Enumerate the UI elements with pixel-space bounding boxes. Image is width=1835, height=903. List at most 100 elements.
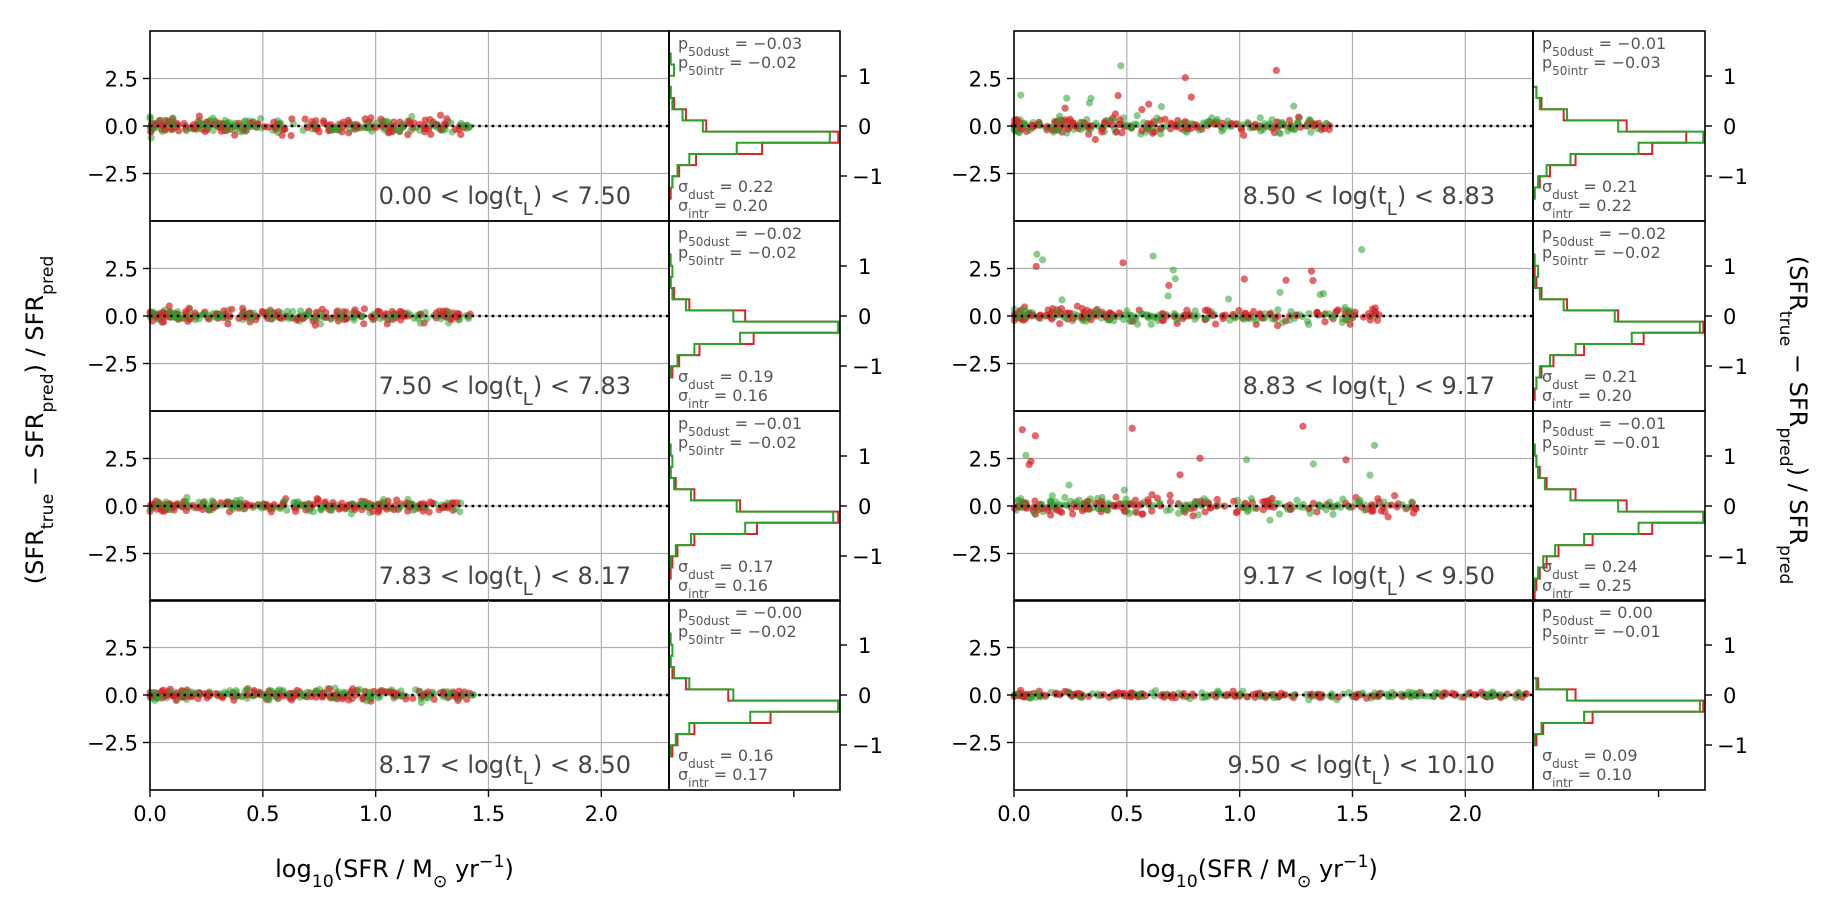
scatter-point-intr xyxy=(1157,103,1165,111)
sigma-dust-label: σdust = 0.21 xyxy=(1542,367,1638,392)
scatter-point-dust xyxy=(195,112,203,120)
p50-dust-label: p50dust = −0.01 xyxy=(678,414,802,439)
scatter-point-dust xyxy=(158,687,166,695)
hist-y-tick-label: 1 xyxy=(858,65,871,89)
scatter-point-dust xyxy=(1018,426,1026,434)
scatter-point-dust xyxy=(1111,110,1120,118)
scatter-point-dust xyxy=(1014,118,1022,127)
range-label: 7.83 < log(tL) < 8.17 xyxy=(379,562,631,600)
y-tick-label: −2.5 xyxy=(951,163,1002,187)
scatter-point-dust xyxy=(1231,692,1239,701)
sigma-intr-label: σintr = 0.25 xyxy=(1542,576,1632,601)
scatter-point-dust xyxy=(1028,121,1036,129)
scatter-point-intr xyxy=(1287,308,1295,316)
scatter-point-dust xyxy=(301,115,309,123)
scatter-point-dust xyxy=(182,308,190,316)
y-tick-label: 2.5 xyxy=(105,637,138,661)
x-tick-label: 0.0 xyxy=(133,802,166,826)
p50-intr-label: p50intr = −0.01 xyxy=(1542,433,1661,458)
scatter-point-dust xyxy=(281,125,289,133)
scatter-point-dust xyxy=(1176,471,1184,479)
scatter-point-dust xyxy=(1017,686,1025,695)
scatter-point-dust xyxy=(1295,113,1303,121)
x-tick-label: 1.0 xyxy=(359,802,392,826)
scatter-point-intr xyxy=(355,685,364,694)
scatter-point-dust xyxy=(175,127,183,135)
scatter-point-dust xyxy=(1374,495,1382,503)
sigma-intr-label: σintr = 0.22 xyxy=(1542,196,1632,221)
scatter-point-intr xyxy=(1370,441,1379,449)
hist-y-tick-label: −1 xyxy=(852,545,883,569)
scatter-point-intr xyxy=(358,312,367,320)
sigma-intr-label: σintr = 0.16 xyxy=(678,386,768,411)
scatter-point-dust xyxy=(384,129,393,137)
scatter-point-intr xyxy=(1026,694,1035,702)
scatter-point-intr xyxy=(393,126,401,134)
scatter-point-dust xyxy=(158,318,166,326)
hist-y-tick-label: −1 xyxy=(1717,165,1748,189)
scatter-point-dust xyxy=(1044,507,1052,515)
scatter-point-intr xyxy=(456,508,464,516)
y-tick-label: 0.0 xyxy=(105,305,138,329)
scatter-point-dust xyxy=(1363,694,1371,702)
scatter-point-intr xyxy=(1259,126,1267,134)
scatter-point-dust xyxy=(378,121,386,130)
hist-intr xyxy=(1532,221,1701,411)
sigma-dust-label: σdust = 0.22 xyxy=(678,177,774,202)
scatter-point-dust xyxy=(352,691,360,699)
scatter-point-intr xyxy=(1276,288,1284,296)
scatter-point-intr xyxy=(229,505,237,513)
hist-y-tick-label: 0 xyxy=(1723,495,1736,519)
hist-y-tick-label: 0 xyxy=(1723,305,1736,329)
scatter-point-dust xyxy=(1181,118,1189,126)
range-label: 8.50 < log(tL) < 8.83 xyxy=(1243,182,1495,220)
scatter-point-dust xyxy=(168,125,176,134)
sigma-dust-label: σdust = 0.17 xyxy=(678,557,774,582)
scatter-point-dust xyxy=(1098,124,1106,133)
scatter-point-intr xyxy=(408,112,416,121)
scatter-point-intr xyxy=(1275,129,1283,137)
hist-y-tick-label: 0 xyxy=(858,495,871,519)
scatter-point-dust xyxy=(1144,496,1152,504)
scatter-point-dust xyxy=(1181,74,1189,82)
scatter-point-dust xyxy=(360,305,368,313)
p50-intr-label: p50intr = −0.02 xyxy=(1542,243,1661,268)
scatter-point-dust xyxy=(1309,277,1317,285)
scatter-point-dust xyxy=(1025,460,1033,469)
scatter-point-intr xyxy=(350,316,358,324)
scatter-point-dust xyxy=(1235,306,1243,315)
scatter-point-dust xyxy=(449,500,457,508)
scatter-point-intr xyxy=(1122,495,1130,503)
scatter-point-dust xyxy=(1212,320,1220,328)
scatter-point-dust xyxy=(1249,307,1258,316)
scatter-point-dust xyxy=(1183,306,1191,314)
scatter-point-dust xyxy=(1085,130,1093,138)
y-tick-label: 2.5 xyxy=(105,448,138,472)
p50-intr-label: p50intr = −0.01 xyxy=(1542,622,1661,647)
scatter-point-intr xyxy=(1149,252,1157,260)
scatter-point-intr xyxy=(1030,509,1038,517)
scatter-point-intr xyxy=(1303,122,1312,130)
scatter-point-intr xyxy=(1140,119,1148,127)
scatter-point-intr xyxy=(1058,296,1066,304)
scatter-point-intr xyxy=(1162,507,1171,515)
scatter-point-intr xyxy=(1036,122,1045,130)
scatter-point-dust xyxy=(1196,454,1204,462)
scatter-point-dust xyxy=(1073,302,1081,310)
scatter-point-dust xyxy=(1069,510,1077,518)
scatter-point-dust xyxy=(1166,498,1175,506)
scatter-point-dust xyxy=(430,695,438,703)
scatter-point-dust xyxy=(1159,309,1167,318)
sigma-intr-label: σintr = 0.17 xyxy=(678,765,768,790)
scatter-point-intr xyxy=(1014,496,1022,505)
scatter-point-dust xyxy=(1166,491,1174,499)
x-axis-label: log10(SFR / M⊙ yr−1) xyxy=(1139,852,1378,892)
scatter-point-intr xyxy=(149,308,157,316)
scatter-point-intr xyxy=(1284,127,1292,135)
scatter-point-intr xyxy=(244,684,252,693)
range-label: 9.50 < log(tL) < 10.10 xyxy=(1227,751,1495,789)
y-axis-label-right: (SFRtrue − SFRpred) / SFRpred xyxy=(1775,256,1812,585)
scatter-point-intr xyxy=(1133,320,1142,328)
scatter-point-intr xyxy=(1344,316,1352,324)
